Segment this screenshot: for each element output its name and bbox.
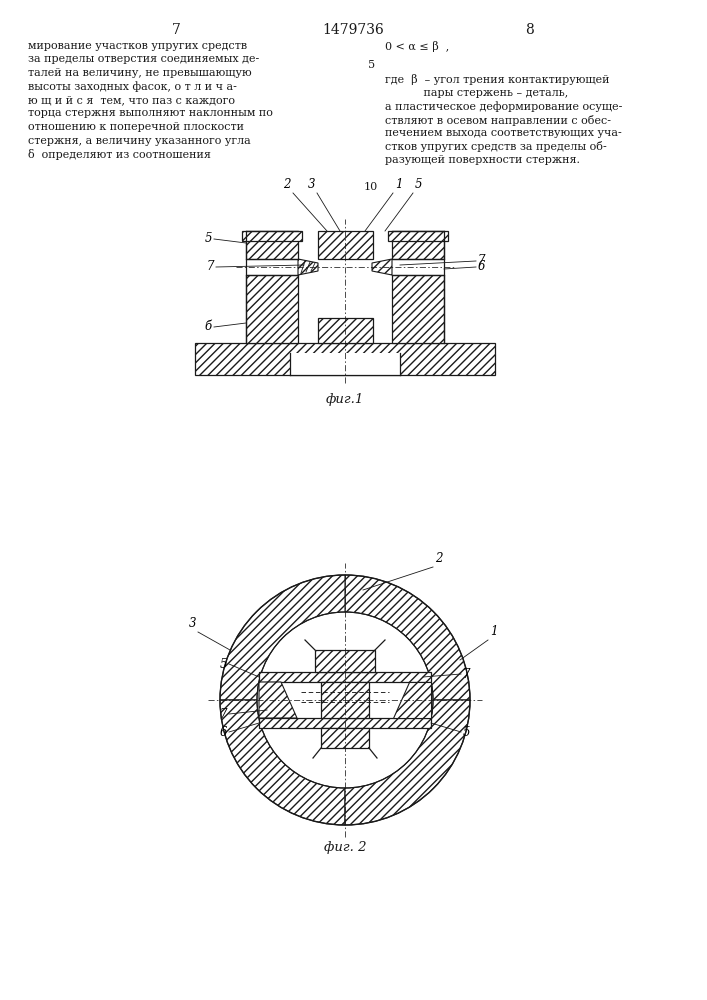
- Text: 8: 8: [525, 23, 534, 37]
- Polygon shape: [388, 231, 448, 241]
- Polygon shape: [246, 275, 298, 343]
- Text: 5: 5: [415, 178, 423, 191]
- Wedge shape: [220, 575, 345, 700]
- Polygon shape: [259, 682, 297, 718]
- Text: δ  определяют из соотношения: δ определяют из соотношения: [28, 149, 211, 160]
- Text: фиг.1: фиг.1: [326, 393, 364, 406]
- Polygon shape: [318, 231, 373, 259]
- Text: ствляют в осевом направлении с обес-: ствляют в осевом направлении с обес-: [385, 114, 611, 125]
- Text: талей на величину, не превышающую: талей на величину, не превышающую: [28, 68, 252, 78]
- Polygon shape: [392, 275, 444, 343]
- Text: ю щ и й с я  тем, что паз с каждого: ю щ и й с я тем, что паз с каждого: [28, 95, 235, 105]
- Wedge shape: [220, 700, 345, 825]
- Polygon shape: [195, 343, 495, 375]
- Polygon shape: [393, 682, 431, 718]
- Text: 7: 7: [463, 668, 470, 680]
- Text: 2: 2: [284, 178, 291, 191]
- Text: 5: 5: [463, 726, 470, 738]
- Text: высоты заходных фасок, о т л и ч а-: высоты заходных фасок, о т л и ч а-: [28, 82, 237, 92]
- Text: 3: 3: [189, 617, 196, 630]
- Polygon shape: [242, 231, 302, 241]
- Text: отношению к поперечной плоскости: отношению к поперечной плоскости: [28, 122, 244, 132]
- Text: 7: 7: [219, 708, 227, 720]
- Text: мирование участков упругих средств: мирование участков упругих средств: [28, 41, 247, 51]
- Text: 1479736: 1479736: [322, 23, 384, 37]
- Polygon shape: [318, 318, 373, 343]
- Polygon shape: [259, 672, 431, 682]
- Text: за пределы отверстия соединяемых де-: за пределы отверстия соединяемых де-: [28, 54, 259, 64]
- Wedge shape: [345, 575, 470, 700]
- Text: 2: 2: [435, 552, 443, 565]
- Text: торца стержня выполняют наклонным по: торца стержня выполняют наклонным по: [28, 108, 273, 118]
- Text: 1: 1: [395, 178, 402, 191]
- Text: 5: 5: [368, 60, 375, 70]
- Text: а пластическое деформирование осуще-: а пластическое деформирование осуще-: [385, 101, 622, 112]
- Text: 1: 1: [490, 625, 498, 638]
- Text: 0 < α ≤ β  ,: 0 < α ≤ β ,: [385, 41, 449, 52]
- Text: стков упругих средств за пределы об-: стков упругих средств за пределы об-: [385, 141, 607, 152]
- Text: 6: 6: [219, 726, 227, 738]
- Text: 7: 7: [172, 23, 180, 37]
- Text: 5: 5: [204, 232, 212, 245]
- Polygon shape: [259, 718, 431, 728]
- Text: разующей поверхности стержня.: разующей поверхности стержня.: [385, 155, 580, 165]
- Polygon shape: [246, 231, 298, 259]
- Text: 3: 3: [308, 178, 315, 191]
- Polygon shape: [321, 682, 369, 718]
- Text: где  β  – угол трения контактирующей: где β – угол трения контактирующей: [385, 74, 609, 85]
- Polygon shape: [315, 650, 375, 672]
- Polygon shape: [298, 259, 318, 275]
- Text: фиг. 2: фиг. 2: [324, 841, 366, 854]
- Text: 10: 10: [364, 182, 378, 192]
- Text: б: б: [205, 320, 212, 334]
- Text: 7: 7: [206, 260, 214, 273]
- Polygon shape: [321, 728, 369, 748]
- Polygon shape: [392, 231, 444, 259]
- Text: 7: 7: [478, 254, 486, 267]
- Polygon shape: [372, 259, 392, 275]
- Text: 6: 6: [478, 260, 486, 273]
- Text: печением выхода соответствующих уча-: печением выхода соответствующих уча-: [385, 128, 621, 138]
- Text: 5: 5: [219, 658, 227, 670]
- Bar: [290, 353, 400, 375]
- Text: стержня, а величину указанного угла: стержня, а величину указанного угла: [28, 135, 251, 145]
- Text: пары стержень – деталь,: пары стержень – деталь,: [385, 88, 568, 98]
- Wedge shape: [345, 700, 470, 825]
